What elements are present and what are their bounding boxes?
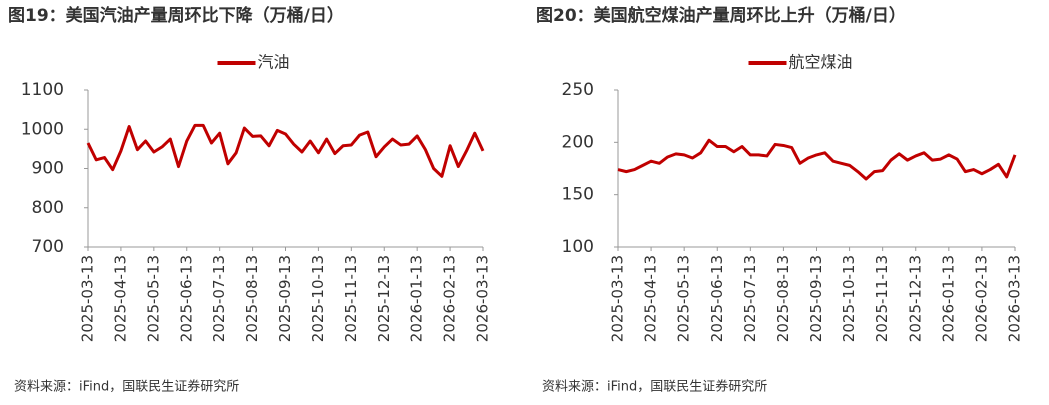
y-tick-label: 200: [562, 132, 594, 152]
x-tick-label: 2025-09-13: [807, 255, 825, 342]
x-tick-label: 2025-11-13: [342, 255, 360, 342]
legend-label: 航空煤油: [789, 53, 853, 72]
x-tick-label: 2025-03-13: [79, 255, 97, 342]
x-tick-label: 2026-01-13: [939, 255, 957, 342]
x-tick-label: 2025-03-13: [609, 255, 627, 342]
x-tick-label: 2025-07-13: [741, 255, 759, 342]
x-tick-label: 2026-02-13: [972, 255, 990, 342]
x-tick-label: 2025-07-13: [210, 255, 228, 342]
series-line: [86, 123, 485, 178]
y-tick-label: 1100: [21, 80, 64, 100]
chart-title: 图19：美国汽油产量周环比下降（万桶/日）: [8, 5, 344, 26]
x-tick-label: 2025-09-13: [276, 255, 294, 342]
y-tick-label: 1000: [21, 119, 64, 139]
chart-title: 图20：美国航空煤油产量周环比上升（万桶/日）: [536, 5, 906, 26]
x-tick-label: 2025-06-13: [708, 255, 726, 342]
x-tick-label: 2025-11-13: [873, 255, 891, 342]
y-tick-label: 100: [562, 237, 594, 257]
x-tick-label: 2026-01-13: [408, 255, 426, 342]
y-tick-label: 700: [32, 237, 64, 257]
x-tick-label: 2025-05-13: [144, 255, 162, 342]
x-tick-label: 2025-12-13: [906, 255, 924, 342]
legend-label: 汽油: [258, 53, 290, 72]
x-tick-label: 2025-10-13: [840, 255, 858, 342]
x-tick-label: 2026-02-13: [441, 255, 459, 342]
x-tick-label: 2025-08-13: [243, 255, 261, 342]
x-tick-label: 2026-03-13: [474, 255, 492, 342]
x-tick-label: 2026-03-13: [1006, 255, 1024, 342]
y-tick-label: 150: [562, 185, 594, 205]
y-tick-label: 250: [562, 80, 594, 100]
y-tick-label: 800: [32, 198, 64, 218]
x-tick-label: 2025-05-13: [675, 255, 693, 342]
x-tick-label: 2025-04-13: [111, 255, 129, 342]
source: 资料来源：iFind，国联民生证券研究所: [14, 379, 239, 395]
x-tick-label: 2025-10-13: [309, 255, 327, 342]
x-tick-label: 2025-06-13: [177, 255, 195, 342]
series-line: [617, 138, 1017, 181]
x-tick-label: 2025-08-13: [774, 255, 792, 342]
source: 资料来源：iFind，国联民生证券研究所: [542, 379, 767, 395]
x-tick-label: 2025-04-13: [642, 255, 660, 342]
x-tick-label: 2025-12-13: [375, 255, 393, 342]
y-tick-label: 900: [32, 159, 64, 179]
